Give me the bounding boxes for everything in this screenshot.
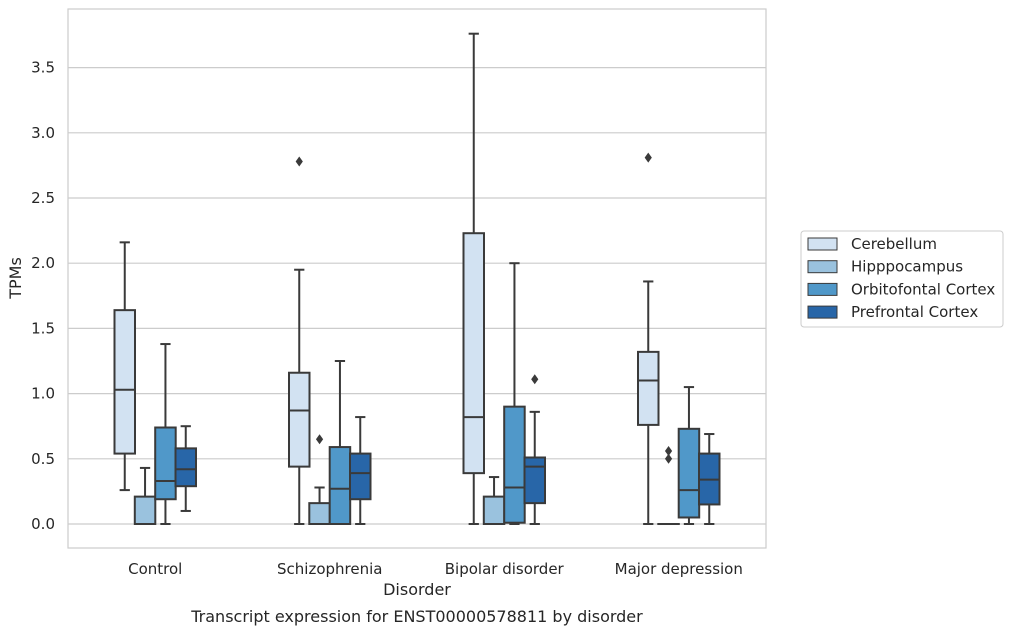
y-tick-label: 2.0: [31, 254, 55, 272]
x-tick-label: Major depression: [615, 560, 743, 578]
outlier-marker: [295, 156, 303, 167]
outlier-marker: [315, 434, 324, 445]
box-cerebellum: [462, 32, 485, 525]
box-iqr: [462, 232, 485, 475]
outlier-marker: [664, 453, 673, 464]
legend-item: Hipppocampus: [807, 258, 963, 276]
x-tick-label: Schizophrenia: [277, 560, 382, 578]
box-iqr: [503, 405, 526, 524]
legend-label: Prefrontal Cortex: [851, 303, 978, 321]
y-axis-title: TPMs: [6, 257, 25, 300]
legend-swatch: [807, 260, 838, 274]
box-prefrontal-cortex: [174, 425, 197, 512]
legend-item: Prefrontal Cortex: [807, 303, 978, 321]
y-tick-label: 2.5: [31, 189, 55, 207]
legend-swatch: [807, 237, 838, 251]
box-cerebellum: [637, 152, 660, 525]
y-tick-label: 3.0: [31, 124, 55, 142]
box-iqr: [523, 456, 546, 505]
box-iqr: [154, 426, 177, 501]
box-iqr: [288, 371, 311, 468]
legend-label: Hipppocampus: [851, 258, 963, 276]
x-tick-label: Control: [128, 560, 182, 578]
legend-frame: [800, 230, 1004, 328]
box-orbitofontal-cortex: [328, 360, 352, 525]
box-iqr: [637, 350, 660, 426]
box-prefrontal-cortex: [349, 416, 372, 525]
x-axis-title: Disorder: [383, 580, 451, 599]
box-orbitofontal-cortex: [677, 386, 701, 525]
box-iqr: [113, 309, 136, 455]
box-hipppocampus: [657, 445, 680, 526]
outlier-marker: [531, 374, 539, 385]
y-tick-label: 1.5: [31, 319, 55, 337]
box-cerebellum: [288, 156, 311, 525]
x-tick-label: Bipolar disorder: [445, 560, 565, 578]
legend-item: Orbitofontal Cortex: [807, 280, 995, 298]
outlier-marker: [664, 445, 673, 456]
box-iqr: [677, 427, 701, 519]
legend-label: Orbitofontal Cortex: [851, 280, 995, 298]
outlier-marker: [644, 152, 652, 163]
y-tick-label: 1.0: [31, 385, 55, 403]
box-orbitofontal-cortex: [154, 343, 177, 525]
box-iqr: [308, 502, 331, 525]
y-tick-labels: 0.0 0.5 1.0 1.5 2.0 2.5 3.0 3.5: [31, 59, 55, 533]
box-hipppocampus: [482, 476, 506, 525]
chart-caption: Transcript expression for ENST0000057881…: [190, 607, 643, 626]
box-prefrontal-cortex: [698, 433, 721, 525]
x-tick-labels: Control Schizophrenia Bipolar disorder Majo…: [128, 560, 743, 578]
y-tick-label: 0.5: [31, 450, 55, 468]
box-iqr: [174, 447, 197, 488]
legend-label: Cerebellum: [851, 235, 937, 253]
legend-swatch: [807, 305, 838, 319]
box-iqr: [482, 495, 506, 525]
box-cerebellum: [113, 241, 136, 492]
box-iqr: [328, 446, 352, 525]
y-tick-label: 3.5: [31, 59, 55, 77]
box-orbitofontal-cortex: [503, 262, 526, 525]
box-series: [113, 32, 721, 526]
box-iqr: [349, 452, 372, 501]
legend-swatch: [807, 282, 838, 296]
legend-item: Cerebellum: [807, 235, 937, 253]
box-prefrontal-cortex: [523, 374, 546, 525]
legend: Cerebellum Hipppocampus Orbitofontal Corte…: [800, 230, 1004, 328]
y-tick-label: 0.0: [31, 515, 55, 533]
box-hipppocampus: [133, 466, 157, 525]
box-iqr: [133, 495, 157, 525]
